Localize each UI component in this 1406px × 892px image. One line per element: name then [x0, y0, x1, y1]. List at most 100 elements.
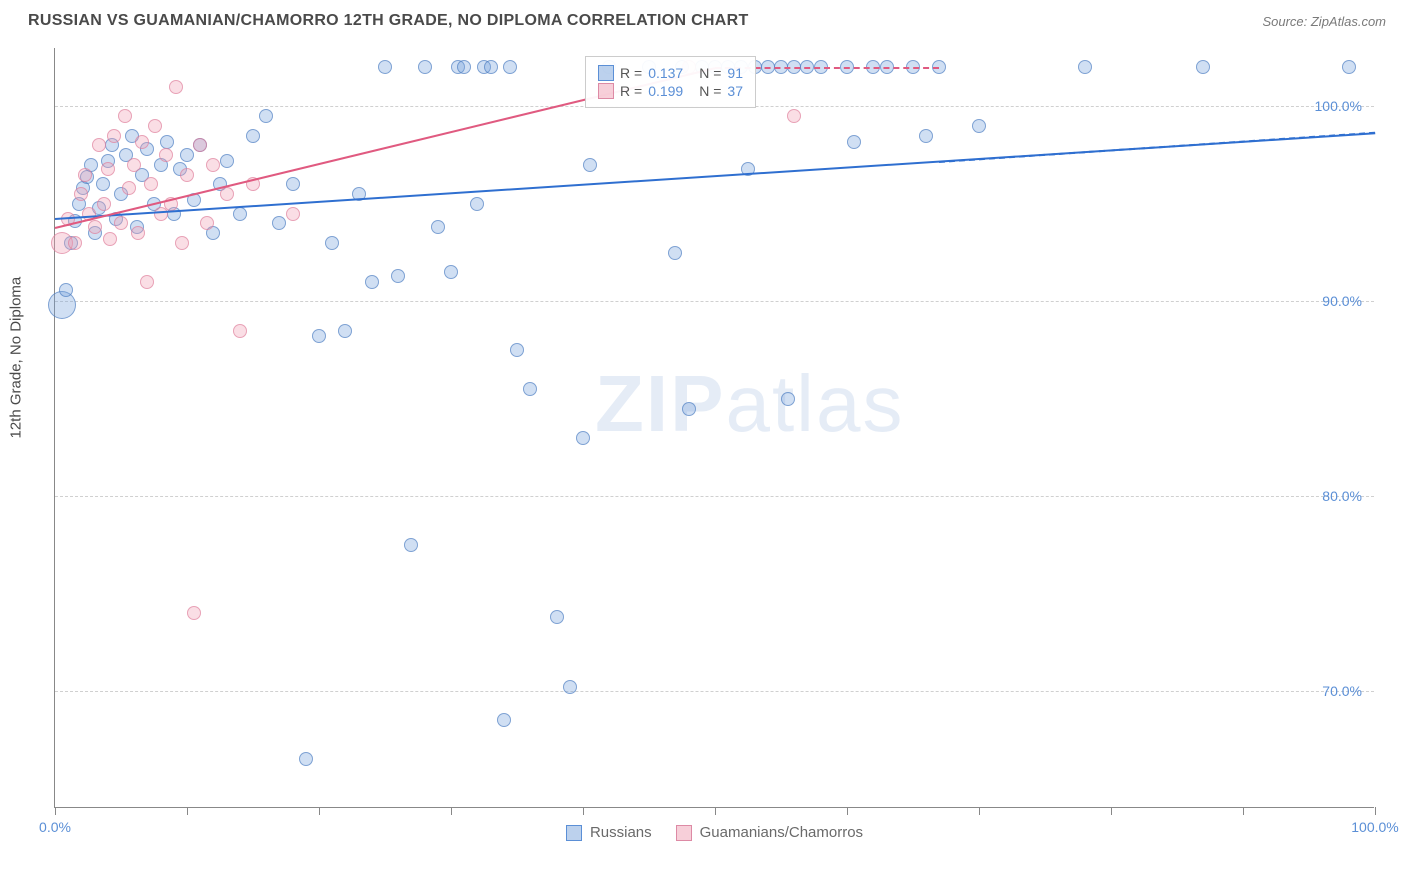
legend-stats-row: R = 0.199 N = 37 — [598, 83, 743, 99]
swatch-icon — [676, 825, 692, 841]
data-point-guamanians — [122, 181, 136, 195]
legend-item-russians: Russians — [566, 824, 652, 841]
x-tick — [451, 807, 452, 815]
watermark: ZIPatlas — [595, 358, 904, 450]
data-point-russians — [365, 275, 379, 289]
data-point-guamanians — [88, 220, 102, 234]
data-point-russians — [523, 382, 537, 396]
data-point-guamanians — [148, 119, 162, 133]
data-point-guamanians — [74, 187, 88, 201]
data-point-russians — [470, 197, 484, 211]
data-point-russians — [1196, 60, 1210, 74]
y-axis-label: 12th Grade, No Diploma — [8, 277, 25, 439]
data-point-russians — [378, 60, 392, 74]
data-point-russians — [510, 343, 524, 357]
data-point-russians — [325, 236, 339, 250]
x-tick — [715, 807, 716, 815]
data-point-guamanians — [175, 236, 189, 250]
data-point-guamanians — [159, 148, 173, 162]
legend-bottom: Russians Guamanians/Chamorros — [55, 824, 1374, 841]
x-tick — [847, 807, 848, 815]
data-point-guamanians — [107, 129, 121, 143]
data-point-russians — [668, 246, 682, 260]
data-point-russians — [682, 402, 696, 416]
data-point-guamanians — [233, 324, 247, 338]
data-point-russians — [781, 392, 795, 406]
data-point-russians — [583, 158, 597, 172]
data-point-russians — [312, 329, 326, 343]
data-point-russians — [391, 269, 405, 283]
data-point-russians — [286, 177, 300, 191]
data-point-guamanians — [103, 232, 117, 246]
data-point-guamanians — [131, 226, 145, 240]
data-point-guamanians — [180, 168, 194, 182]
data-point-russians — [246, 129, 260, 143]
data-point-guamanians — [206, 158, 220, 172]
data-point-russians — [338, 324, 352, 338]
data-point-russians — [418, 60, 432, 74]
n-value: 37 — [727, 83, 743, 99]
gridline — [55, 496, 1374, 497]
legend-stats-row: R =0.137N =91 — [598, 65, 743, 81]
chart-title: RUSSIAN VS GUAMANIAN/CHAMORRO 12TH GRADE… — [28, 12, 749, 30]
data-point-guamanians — [193, 138, 207, 152]
x-tick-label: 100.0% — [1351, 819, 1398, 835]
data-point-russians — [299, 752, 313, 766]
legend-label: Guamanians/Chamorros — [700, 824, 863, 841]
n-value: 91 — [727, 65, 743, 81]
r-value: 0.199 — [648, 83, 683, 99]
x-tick — [55, 807, 56, 815]
data-point-russians — [503, 60, 517, 74]
n-label: N = — [699, 83, 721, 99]
data-point-russians — [457, 60, 471, 74]
data-point-guamanians — [187, 606, 201, 620]
data-point-guamanians — [78, 168, 92, 182]
data-point-guamanians — [286, 207, 300, 221]
swatch-icon — [566, 825, 582, 841]
data-point-guamanians — [92, 138, 106, 152]
source-label: Source: ZipAtlas.com — [1262, 14, 1386, 29]
swatch-icon — [598, 83, 614, 99]
x-tick — [187, 807, 188, 815]
data-point-russians — [259, 109, 273, 123]
data-point-guamanians — [127, 158, 141, 172]
data-point-guamanians — [97, 197, 111, 211]
data-point-guamanians — [144, 177, 158, 191]
data-point-russians — [1078, 60, 1092, 74]
x-tick — [319, 807, 320, 815]
y-tick-label: 70.0% — [1322, 683, 1362, 699]
data-point-guamanians — [200, 216, 214, 230]
data-point-russians — [444, 265, 458, 279]
data-point-russians — [233, 207, 247, 221]
data-point-guamanians — [114, 216, 128, 230]
data-point-russians — [160, 135, 174, 149]
y-tick-label: 100.0% — [1315, 98, 1362, 114]
data-point-russians — [431, 220, 445, 234]
x-tick — [1243, 807, 1244, 815]
data-point-guamanians — [135, 135, 149, 149]
data-point-russians — [220, 154, 234, 168]
data-point-russians — [1342, 60, 1356, 74]
gridline — [55, 691, 1374, 692]
r-value: 0.137 — [648, 65, 683, 81]
data-point-guamanians — [169, 80, 183, 94]
data-point-russians — [180, 148, 194, 162]
data-point-russians — [96, 177, 110, 191]
data-point-guamanians — [101, 162, 115, 176]
legend-label: Russians — [590, 824, 652, 841]
gridline — [55, 301, 1374, 302]
trend-line-dashed — [939, 132, 1375, 163]
data-point-russians — [563, 680, 577, 694]
data-point-russians — [550, 610, 564, 624]
r-label: R = — [620, 83, 642, 99]
data-point-russians — [847, 135, 861, 149]
chart-plot-area: ZIPatlas Russians Guamanians/Chamorros 7… — [54, 48, 1374, 808]
data-point-guamanians — [787, 109, 801, 123]
r-label: R = — [620, 65, 642, 81]
data-point-russians — [272, 216, 286, 230]
y-tick-label: 90.0% — [1322, 293, 1362, 309]
legend-item-guamanians: Guamanians/Chamorros — [676, 824, 863, 841]
x-tick — [1375, 807, 1376, 815]
data-point-russians — [404, 538, 418, 552]
data-point-russians — [972, 119, 986, 133]
